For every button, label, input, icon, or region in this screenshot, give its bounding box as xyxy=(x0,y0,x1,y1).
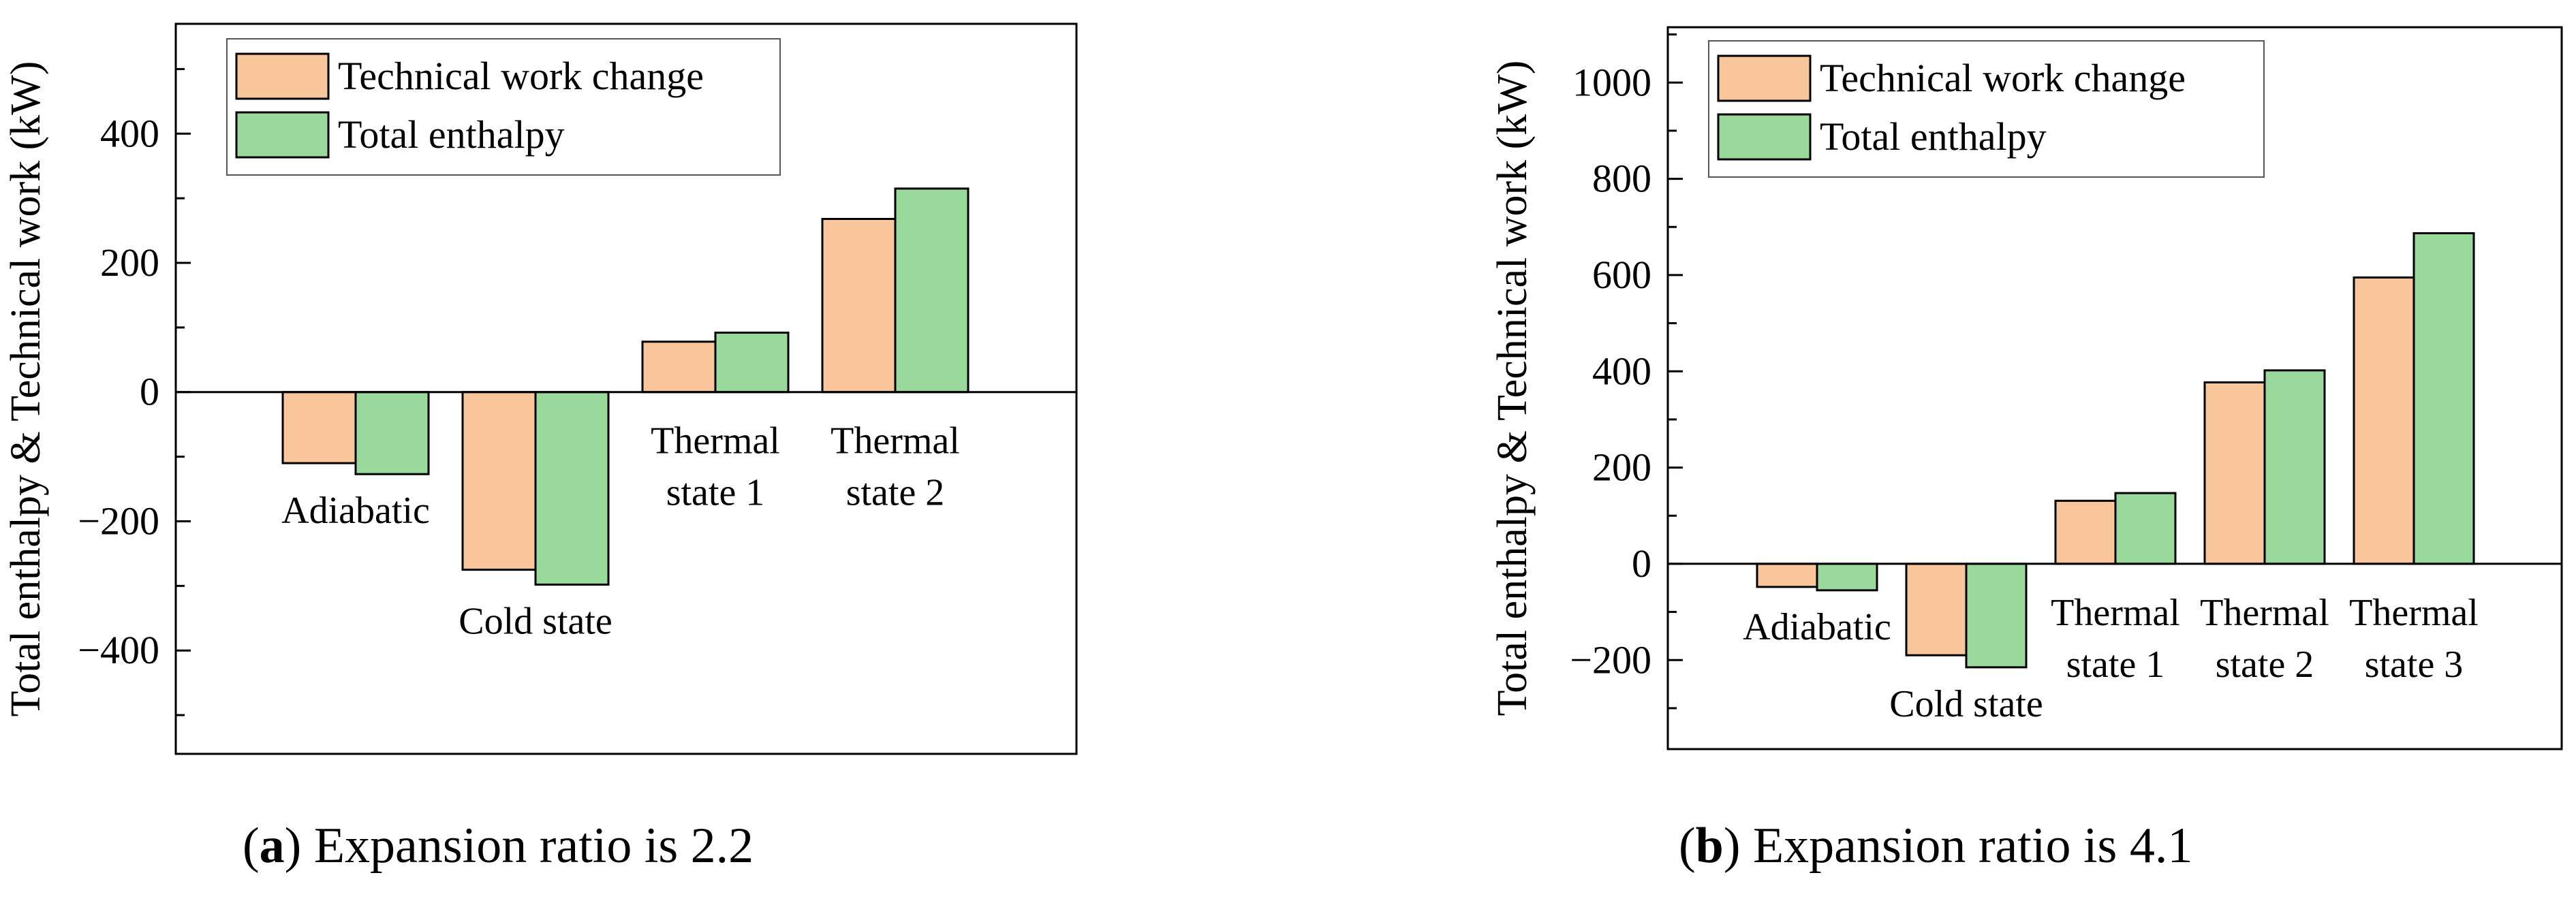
legend-swatch-technical xyxy=(235,52,330,100)
y-axis-label: Total enthalpy & Technical work (kW) xyxy=(3,61,49,717)
category-label: Thermal xyxy=(651,420,780,462)
y-tick-label: 1000 xyxy=(1572,60,1651,104)
legend-label-technical: Technical work change xyxy=(1820,56,2186,100)
y-tick-label: 200 xyxy=(100,240,159,285)
caption-b: (b) Expansion ratio is 4.1 xyxy=(1679,818,2193,874)
category-label: Cold state xyxy=(1889,683,2043,725)
y-tick-label: 800 xyxy=(1592,157,1651,201)
y-tick-label: 400 xyxy=(1592,349,1651,393)
bar-total-enthalpy xyxy=(1816,563,1878,592)
bar-total-enthalpy xyxy=(1965,563,2028,669)
legend-swatch-enthalpy xyxy=(1717,113,1812,161)
plot-frame xyxy=(174,22,1078,755)
category-label: state 3 xyxy=(2365,644,2464,686)
bar-technical-work xyxy=(281,391,357,464)
category-label: Thermal xyxy=(2200,592,2329,634)
y-tick-label: 200 xyxy=(1592,445,1651,490)
bar-technical-work xyxy=(1756,563,1818,588)
y-tick-label: 400 xyxy=(100,111,159,155)
y-tick-label: −200 xyxy=(78,498,159,543)
bar-total-enthalpy xyxy=(2114,492,2177,565)
caption-b-text: Expansion ratio is 4.1 xyxy=(1740,818,2193,874)
category-label: Adiabatic xyxy=(1743,606,1891,648)
y-axis-label: Total enthalpy & Technical work (kW) xyxy=(1489,61,1536,716)
category-label: state 1 xyxy=(666,472,765,514)
bar-technical-work xyxy=(1905,563,1968,656)
plot-frame xyxy=(1666,26,2563,750)
bar-technical-work xyxy=(641,340,717,394)
legend-label-technical: Technical work change xyxy=(338,54,704,98)
bar-technical-work xyxy=(2203,381,2266,565)
bar-technical-work xyxy=(2353,276,2415,565)
legend-swatch-enthalpy xyxy=(235,111,330,159)
bar-total-enthalpy xyxy=(714,331,790,394)
category-label: Thermal xyxy=(2349,592,2479,634)
caption-a: (a) Expansion ratio is 2.2 xyxy=(243,818,754,874)
bar-total-enthalpy xyxy=(354,391,430,475)
bar-technical-work xyxy=(821,217,897,394)
bar-total-enthalpy xyxy=(894,187,969,394)
bar-total-enthalpy xyxy=(534,391,610,586)
legend-label-enthalpy: Total enthalpy xyxy=(338,112,565,157)
y-tick-label: 0 xyxy=(1632,541,1651,586)
legend-label-enthalpy: Total enthalpy xyxy=(1820,114,2047,159)
bar-technical-work xyxy=(461,391,537,571)
category-label: Thermal xyxy=(2051,592,2180,634)
legend-swatch-technical xyxy=(1717,54,1812,102)
y-tick-label: 600 xyxy=(1592,253,1651,297)
caption-b-letter: b xyxy=(1695,818,1724,874)
category-label: Thermal xyxy=(831,420,960,462)
bar-total-enthalpy xyxy=(2263,369,2326,565)
caption-a-text: Expansion ratio is 2.2 xyxy=(301,818,754,874)
caption-a-letter: a xyxy=(259,818,285,874)
category-label: Adiabatic xyxy=(281,490,430,532)
bar-total-enthalpy xyxy=(2412,232,2475,565)
y-tick-label: 0 xyxy=(140,370,159,414)
chart-panel-b: −200 0 200 400 600 800 1000 Total enthalpy & Te… xyxy=(1489,26,2563,750)
category-label: state 1 xyxy=(2066,644,2165,686)
bar-technical-work xyxy=(2054,499,2117,565)
category-label: state 2 xyxy=(2216,644,2314,686)
category-label: Cold state xyxy=(459,600,612,642)
y-tick-label: −400 xyxy=(78,628,159,672)
chart-panel-a: −400 −200 0 200 400 Total enthalpy & Technica… xyxy=(3,22,1078,755)
y-tick-label: −200 xyxy=(1570,637,1651,682)
category-label: state 2 xyxy=(846,472,945,514)
